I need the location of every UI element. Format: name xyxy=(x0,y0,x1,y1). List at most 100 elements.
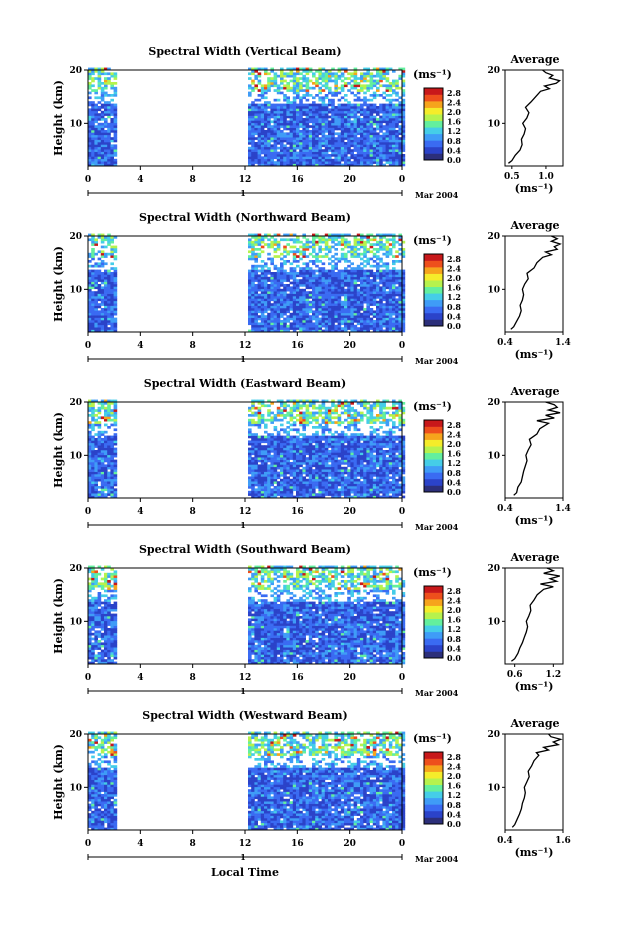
colorbar-frame xyxy=(423,751,444,825)
heatmap-cells xyxy=(88,565,406,665)
y-tick-label: 20 xyxy=(69,398,82,408)
colorbar-segment xyxy=(424,644,443,652)
colorbar-tick-label: 1.6 xyxy=(447,283,461,293)
y-tick-label: 10 xyxy=(69,119,82,129)
colorbar-segment xyxy=(424,625,443,633)
colorbar-segment xyxy=(424,485,443,493)
date-label: Mar 2004 xyxy=(415,356,459,366)
colorbar-tick-label: 2.8 xyxy=(447,752,461,762)
colorbar-tick-label: 2.0 xyxy=(447,107,461,117)
colorbar-frame xyxy=(423,585,444,659)
profile-x-label: (ms⁻¹) xyxy=(515,514,554,527)
y-tick-label: 20 xyxy=(69,232,82,242)
x-tick-label: 0 xyxy=(85,507,91,517)
colorbar-tick-label: 2.0 xyxy=(447,439,461,449)
colorbar-tick-label: 2.8 xyxy=(447,88,461,98)
colorbar-tick-label: 1.6 xyxy=(447,449,461,459)
panel-title: Spectral Width (Southward Beam) xyxy=(139,543,351,556)
x-tick-label: 0 xyxy=(85,673,91,683)
x-tick-label: 0 xyxy=(399,507,405,517)
colorbar-segment xyxy=(424,586,443,593)
y-tick-label: 20 xyxy=(69,730,82,740)
y-axis-label: Height (km) xyxy=(52,578,65,654)
colorbar-tick-label: 0.4 xyxy=(447,809,461,819)
x-tick-label: 16 xyxy=(291,507,304,517)
profile-y-tick-label: 20 xyxy=(487,398,500,408)
colorbar-tick-label: 0.4 xyxy=(447,145,461,155)
colorbar-segment xyxy=(424,810,443,818)
colorbar-tick-label: 0.8 xyxy=(447,302,461,312)
x-tick-label: 0 xyxy=(399,673,405,683)
date-label: Mar 2004 xyxy=(415,854,459,864)
profile-x-tick-label: 1.0 xyxy=(538,172,554,182)
colorbar-segment xyxy=(424,319,443,327)
x-tick-label: 4 xyxy=(137,175,143,185)
x-tick-label: 0 xyxy=(399,175,405,185)
colorbar-segment xyxy=(424,94,443,102)
colorbar-tick-label: 2.0 xyxy=(447,771,461,781)
colorbar-tick-label: 2.4 xyxy=(447,761,461,771)
colorbar-segment xyxy=(424,478,443,486)
date-label: Mar 2004 xyxy=(415,522,459,532)
colorbar-segment xyxy=(424,791,443,799)
profile-y-tick-label: 10 xyxy=(487,119,500,129)
colorbar-tick-label: 1.2 xyxy=(447,292,461,302)
profile-x-tick-label: 0.4 xyxy=(497,836,513,846)
colorbar-segment xyxy=(424,312,443,320)
x-tick-label: 0 xyxy=(85,839,91,849)
colorbar-tick-label: 2.4 xyxy=(447,263,461,273)
colorbar-tick-label: 0.0 xyxy=(447,653,461,663)
colorbar-segment xyxy=(424,88,443,95)
colorbar-segment xyxy=(424,771,443,779)
colorbar-segment xyxy=(424,459,443,467)
colorbar-tick-label: 0.8 xyxy=(447,468,461,478)
profile-title: Average xyxy=(509,385,559,398)
colorbar-tick-label: 0.4 xyxy=(447,311,461,321)
colorbar-segment xyxy=(424,784,443,792)
x-tick-label: 20 xyxy=(343,507,356,517)
x-tick-label: 16 xyxy=(291,175,304,185)
colorbar-segment xyxy=(424,765,443,772)
colorbar-segment xyxy=(424,286,443,294)
colorbar-segment xyxy=(424,452,443,460)
colorbar-tick-label: 2.0 xyxy=(447,273,461,283)
colorbar-segment xyxy=(424,146,443,154)
colorbar-segment xyxy=(424,260,443,268)
colorbar-tick-label: 1.2 xyxy=(447,790,461,800)
panel-0: Spectral Width (Vertical Beam) Height (km… xyxy=(52,45,564,200)
colorbar-tick-label: 2.8 xyxy=(447,254,461,264)
colorbar-segment xyxy=(424,426,443,434)
profile-line xyxy=(511,733,563,828)
colorbar-unit: (ms⁻¹) xyxy=(413,68,452,81)
day-marker: 1 xyxy=(240,852,246,862)
colorbar-tick-label: 0.4 xyxy=(447,477,461,487)
heatmap-cells xyxy=(88,67,406,167)
x-tick-label: 8 xyxy=(190,507,196,517)
y-axis-label: Height (km) xyxy=(52,80,65,156)
profile-y-tick-label: 10 xyxy=(487,285,500,295)
profile-x-tick-label: 0.4 xyxy=(497,504,513,514)
colorbar-segment xyxy=(424,631,443,639)
x-tick-label: 8 xyxy=(190,175,196,185)
colorbar-segment xyxy=(424,267,443,274)
colorbar-tick-label: 0.0 xyxy=(447,819,461,829)
panel-4: Spectral Width (Westward Beam) Height (km… xyxy=(52,709,571,864)
y-tick-label: 20 xyxy=(69,564,82,574)
colorbar-tick-label: 1.6 xyxy=(447,615,461,625)
profile-title: Average xyxy=(509,717,559,730)
colorbar-unit: (ms⁻¹) xyxy=(413,234,452,247)
colorbar-tick-label: 0.8 xyxy=(447,634,461,644)
colorbar-segment xyxy=(424,107,443,115)
colorbar-tick-label: 2.4 xyxy=(447,595,461,605)
x-tick-label: 4 xyxy=(137,341,143,351)
y-tick-label: 10 xyxy=(69,285,82,295)
colorbar-tick-label: 1.2 xyxy=(447,126,461,136)
colorbar-segment xyxy=(424,599,443,606)
x-tick-label: 12 xyxy=(239,673,252,683)
x-tick-label: 4 xyxy=(137,507,143,517)
x-tick-label: 20 xyxy=(343,341,356,351)
colorbar-segment xyxy=(424,101,443,108)
profile-line xyxy=(513,401,561,496)
colorbar-unit: (ms⁻¹) xyxy=(413,732,452,745)
profile-title: Average xyxy=(509,219,559,232)
